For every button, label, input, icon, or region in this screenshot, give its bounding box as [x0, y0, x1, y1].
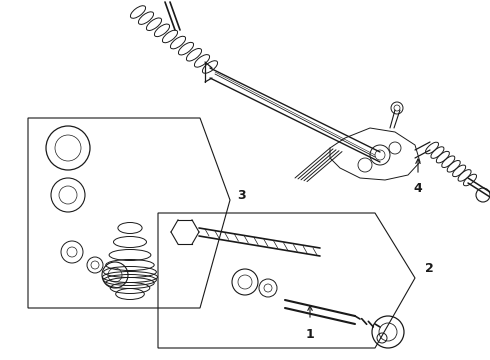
Text: 4: 4 [414, 182, 422, 195]
Text: 1: 1 [306, 328, 315, 341]
Text: 3: 3 [237, 189, 245, 202]
Text: 2: 2 [425, 261, 434, 274]
